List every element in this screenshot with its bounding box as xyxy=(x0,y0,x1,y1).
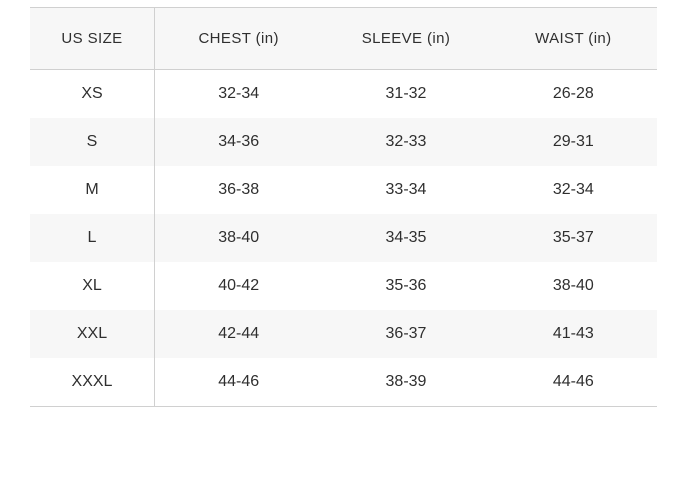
header-sleeve: SLEEVE (in) xyxy=(361,30,451,47)
table-row-l: L 38-40 34-35 35-37 xyxy=(30,214,657,262)
sleeve-cell: 35-36 xyxy=(385,277,427,294)
table-row-s: S 34-36 32-33 29-31 xyxy=(30,118,657,166)
waist-cell: 44-46 xyxy=(552,373,594,390)
chest-cell: 42-44 xyxy=(218,325,260,342)
chest-cell: 32-34 xyxy=(218,85,260,102)
size-cell: XL xyxy=(30,262,155,310)
size-chart-header: US SIZE CHEST (in) SLEEVE (in) WAIST (in… xyxy=(30,8,657,70)
size-chart-body: XS 32-34 31-32 26-28 S 34-36 32-33 29-31… xyxy=(30,70,657,406)
size-cell: M xyxy=(30,166,155,214)
sleeve-cell: 32-33 xyxy=(385,133,427,150)
header-waist: WAIST (in) xyxy=(535,30,612,47)
header-us-size: US SIZE xyxy=(30,8,155,69)
table-row-xxxl: XXXL 44-46 38-39 44-46 xyxy=(30,358,657,406)
table-row-xl: XL 40-42 35-36 38-40 xyxy=(30,262,657,310)
waist-cell: 32-34 xyxy=(552,181,594,198)
sleeve-cell: 33-34 xyxy=(385,181,427,198)
size-cell: L xyxy=(30,214,155,262)
waist-cell: 26-28 xyxy=(552,85,594,102)
header-row: US SIZE CHEST (in) SLEEVE (in) WAIST (in… xyxy=(30,8,657,70)
sleeve-cell: 36-37 xyxy=(385,325,427,342)
chest-cell: 40-42 xyxy=(218,277,260,294)
sleeve-cell: 31-32 xyxy=(385,85,427,102)
chest-cell: 36-38 xyxy=(218,181,260,198)
sleeve-cell: 34-35 xyxy=(385,229,427,246)
size-chart-table: US SIZE CHEST (in) SLEEVE (in) WAIST (in… xyxy=(30,7,657,407)
table-row-m: M 36-38 33-34 32-34 xyxy=(30,166,657,214)
waist-cell: 41-43 xyxy=(552,325,594,342)
chest-cell: 34-36 xyxy=(218,133,260,150)
sleeve-cell: 38-39 xyxy=(385,373,427,390)
table-row-xxl: XXL 42-44 36-37 41-43 xyxy=(30,310,657,358)
chest-cell: 38-40 xyxy=(218,229,260,246)
waist-cell: 35-37 xyxy=(552,229,594,246)
chest-cell: 44-46 xyxy=(218,373,260,390)
waist-cell: 29-31 xyxy=(552,133,594,150)
size-cell: XS xyxy=(30,70,155,118)
header-chest: CHEST (in) xyxy=(198,30,279,47)
size-cell: S xyxy=(30,118,155,166)
waist-cell: 38-40 xyxy=(552,277,594,294)
size-cell: XXL xyxy=(30,310,155,358)
table-row-xs: XS 32-34 31-32 26-28 xyxy=(30,70,657,118)
size-cell: XXXL xyxy=(30,358,155,406)
